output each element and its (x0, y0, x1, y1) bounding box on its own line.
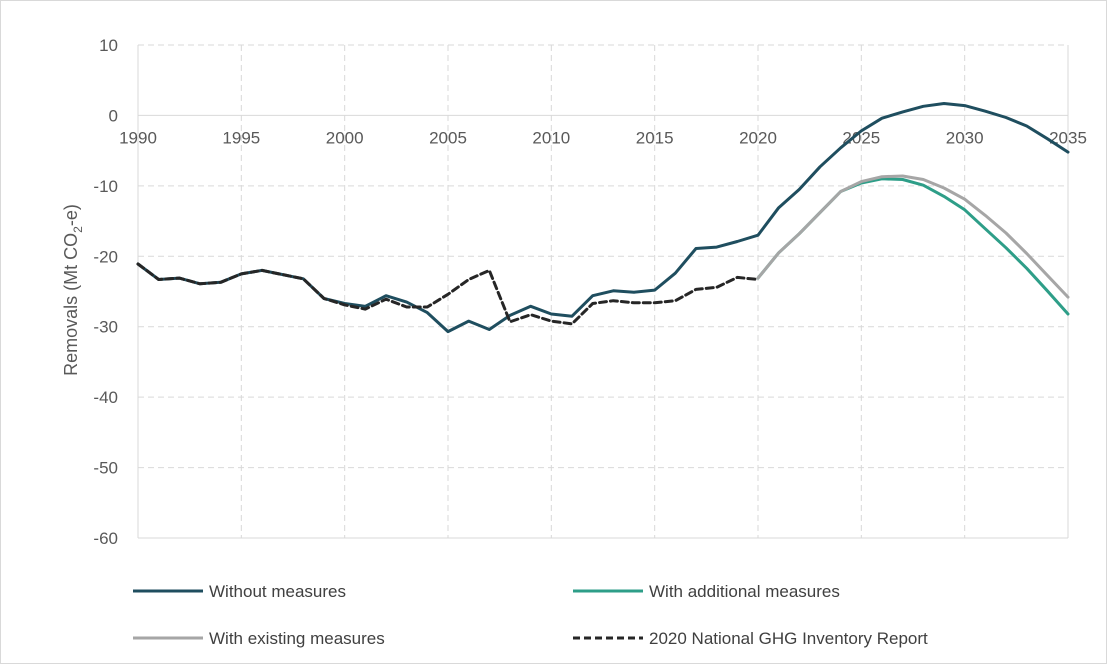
tick-labels: 10 0 -10 -20 -30 -40 -50 -60 1990 1995 2000 2005 201… (93, 36, 1086, 548)
legend-label: 2020 National GHG Inventory Report (649, 629, 928, 648)
x-tick-label: 2025 (842, 128, 880, 147)
x-tick-label: 2020 (739, 128, 777, 147)
x-tick-label: 1990 (119, 128, 157, 147)
x-tick-label: 2015 (636, 128, 674, 147)
y-tick-label: -40 (93, 388, 118, 407)
y-tick-label: 0 (109, 106, 118, 125)
x-tick-label: 2005 (429, 128, 467, 147)
y-tick-label: 10 (99, 36, 118, 55)
series-line-1 (136, 102, 1070, 334)
x-tick-label: 2035 (1049, 128, 1087, 147)
series-line-4 (136, 262, 760, 326)
x-tick-label: 2010 (532, 128, 570, 147)
series-lines (136, 102, 1070, 334)
y-tick-label: -60 (93, 529, 118, 548)
x-tick-label: 2000 (326, 128, 364, 147)
legend: Without measures With additional measures… (133, 582, 928, 648)
x-tick-label: 1995 (222, 128, 260, 147)
y-tick-label: -30 (93, 318, 118, 337)
legend-label: Without measures (209, 582, 346, 601)
y-axis-label: Removals (Mt CO2-e) (61, 204, 85, 376)
series-line-3 (756, 174, 1070, 299)
legend-label: With additional measures (649, 582, 840, 601)
x-tick-label: 2030 (946, 128, 984, 147)
y-tick-label: -20 (93, 247, 118, 266)
grid-lines (137, 44, 1069, 539)
y-tick-label: -50 (93, 459, 118, 478)
legend-label: With existing measures (209, 629, 385, 648)
y-tick-label: -10 (93, 177, 118, 196)
